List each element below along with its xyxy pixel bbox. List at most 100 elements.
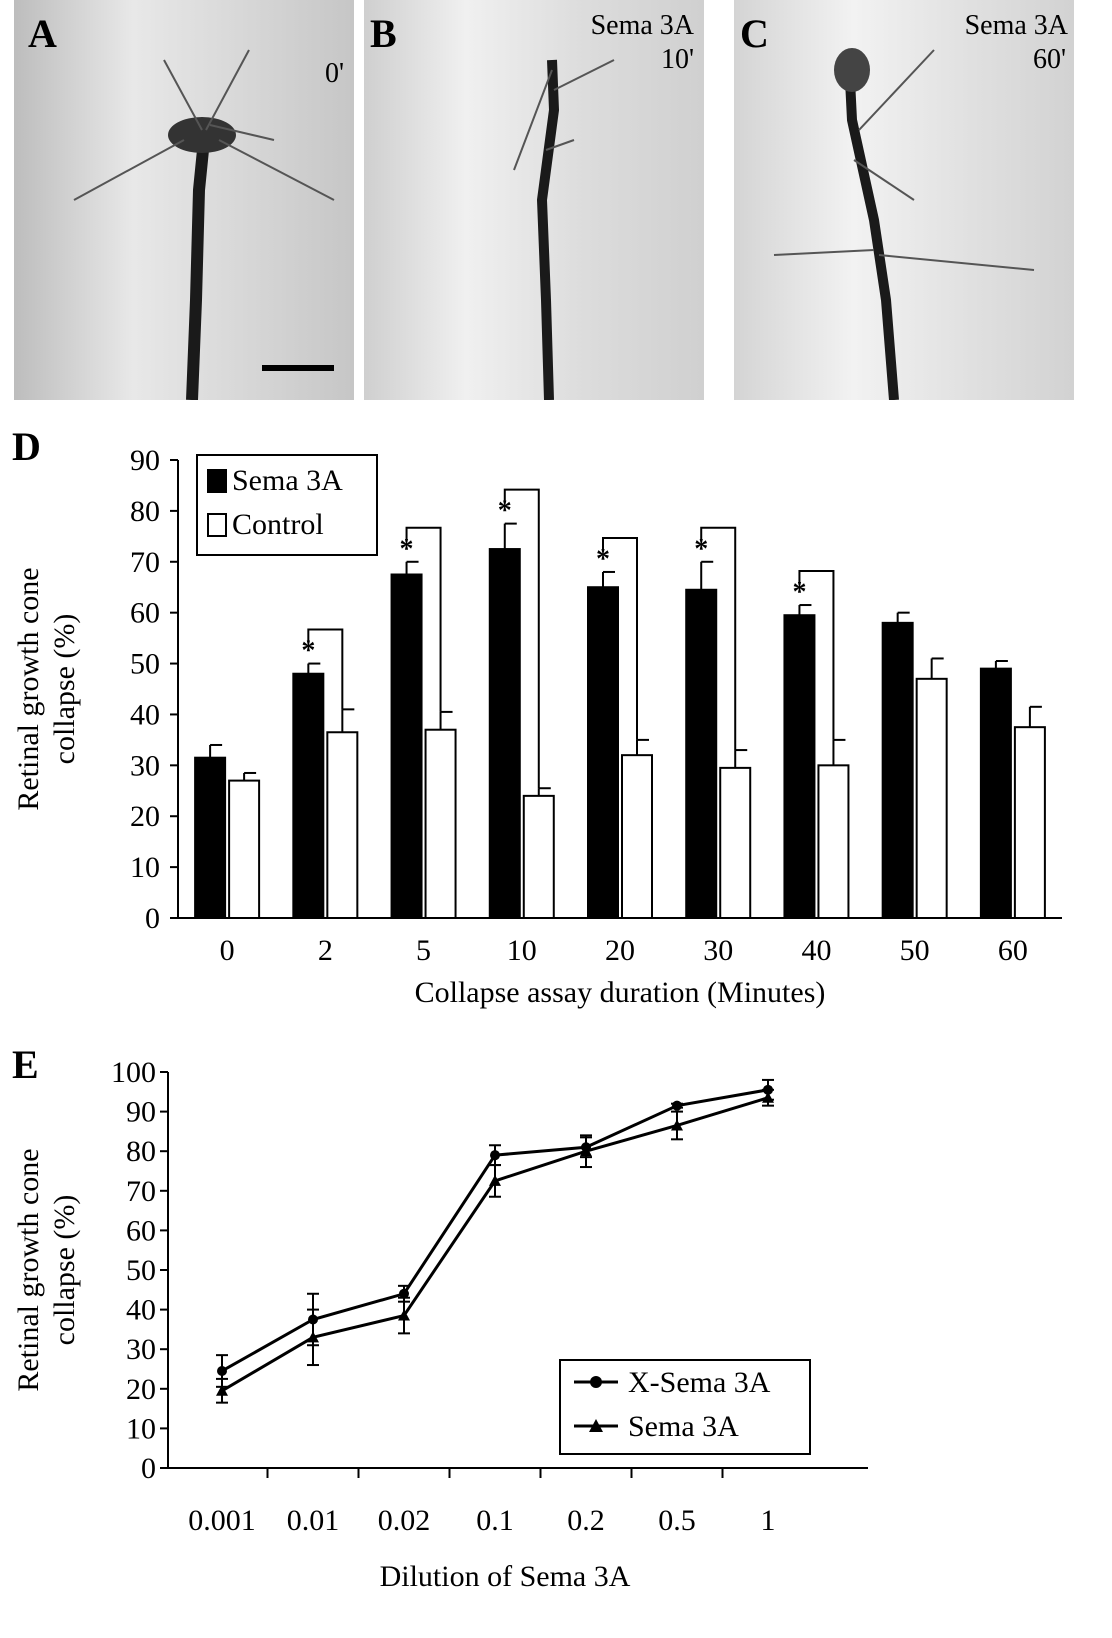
bar-control <box>621 754 653 919</box>
y-tick-label: 90 <box>126 1096 156 1129</box>
legend: Sema 3A Control <box>196 454 378 556</box>
x-tick-label: 60 <box>998 934 1028 967</box>
y-tick-label: 40 <box>126 1294 156 1327</box>
y-tick-label: 60 <box>126 1214 156 1247</box>
x-tick-label: 10 <box>507 934 537 967</box>
significance-bracket <box>700 526 737 751</box>
significance-bracket <box>602 536 638 740</box>
data-point-circle <box>672 1100 682 1111</box>
y-tick-label: 80 <box>126 1135 156 1168</box>
x-axis-label: Collapse assay duration (Minutes) <box>415 976 826 1009</box>
bar-sema-3a <box>587 586 619 919</box>
legend-marker-circle <box>590 1376 602 1388</box>
y-tick-label: 70 <box>130 546 160 579</box>
legend-marker-triangle <box>589 1419 603 1432</box>
panel-letter-e: E <box>12 1050 39 1087</box>
micrograph-panel-c: C Sema 3A 60' <box>734 0 1074 400</box>
data-point-triangle <box>216 1384 228 1396</box>
legend-swatch <box>207 469 227 493</box>
bar-sema-3a <box>390 573 423 919</box>
legend-swatch <box>207 513 227 537</box>
panel-time-c: 60' <box>1032 44 1066 75</box>
x-tick-label: 50 <box>900 934 930 967</box>
panel-letter-c: C <box>740 11 769 56</box>
legend-label: Sema 3A <box>628 1410 739 1443</box>
bar-control <box>719 766 752 919</box>
data-point-triangle <box>762 1091 774 1103</box>
data-point-triangle <box>580 1145 592 1157</box>
x-axis-label: Dilution of Sema 3A <box>380 1560 631 1593</box>
x-tick-label: 0.5 <box>658 1504 696 1537</box>
significance-bracket <box>798 570 835 740</box>
significance-bracket <box>405 526 442 712</box>
bar-sema-3a <box>488 548 521 920</box>
y-tick-label: 80 <box>130 495 160 528</box>
y-tick-label: 20 <box>130 800 160 833</box>
significance-bracket <box>503 488 540 789</box>
data-point-circle <box>217 1365 227 1376</box>
y-tick-label: 70 <box>126 1175 156 1208</box>
x-tick-label: 5 <box>416 934 431 967</box>
data-point-triangle <box>671 1119 683 1131</box>
y-tick-label: 50 <box>130 648 160 681</box>
x-tick-label: 0.2 <box>567 1504 605 1537</box>
significance-star: * <box>596 544 610 575</box>
x-tick-label: 20 <box>605 934 635 967</box>
panel-letter-b: B <box>370 11 397 56</box>
significance-star: * <box>301 636 315 667</box>
data-point-circle <box>490 1150 500 1161</box>
micrograph-image-c <box>734 0 1074 400</box>
y-axis-label-2: collapse (%) <box>48 1195 81 1346</box>
legend-label: Control <box>232 508 324 541</box>
series-line-x-sema-3a <box>221 1088 769 1373</box>
y-tick-label: 60 <box>130 597 160 630</box>
significance-star: * <box>400 534 414 565</box>
x-tick-label: 30 <box>703 934 733 967</box>
series-line-sema-3a <box>221 1096 769 1393</box>
bar-sema-3a <box>783 614 816 919</box>
y-tick-label: 50 <box>126 1254 156 1287</box>
bar-control <box>326 731 359 919</box>
y-tick-label: 30 <box>130 749 160 782</box>
y-axis-label-2: collapse (%) <box>48 614 81 765</box>
data-point-triangle <box>398 1309 410 1321</box>
bar-chart-collapse-time: D 0 10 20 30 40 50 60 70 80 90 * * * * * * 0 2 5 10 20 30 40… <box>12 424 1062 1009</box>
significance-star: * <box>498 496 512 527</box>
x-tick-label: 0.001 <box>188 1504 256 1537</box>
y-tick-label: 30 <box>126 1333 156 1366</box>
x-tick-label: 0.1 <box>476 1504 514 1537</box>
panel-agent-b: Sema 3A <box>590 10 694 41</box>
bar-control <box>817 764 850 920</box>
micrograph-panel-a: A 0' <box>14 0 354 400</box>
y-tick-label: 0 <box>145 902 160 935</box>
legend-label: Sema 3A <box>232 464 343 497</box>
micrograph-image-b <box>364 0 704 400</box>
panel-time-a: 0' <box>324 58 344 89</box>
bar-control <box>915 677 948 920</box>
y-tick-label: 10 <box>126 1412 156 1445</box>
panel-letter-a: A <box>28 11 57 56</box>
legend-label: X-Sema 3A <box>628 1366 771 1399</box>
micrograph-panel-b: B Sema 3A 10' <box>364 0 704 400</box>
significance-star: * <box>792 577 806 608</box>
bar-sema-3a <box>292 672 325 919</box>
y-tick-label: 90 <box>130 444 160 477</box>
panel-agent-c: Sema 3A <box>964 10 1068 41</box>
legend-box <box>559 1359 811 1455</box>
bar-control <box>228 779 261 919</box>
x-tick-label: 1 <box>761 1504 776 1537</box>
x-tick-label: 0 <box>220 934 235 967</box>
bar-sema-3a <box>881 621 914 919</box>
bar-control <box>424 728 457 920</box>
data-point-circle <box>399 1288 409 1299</box>
x-tick-label: 40 <box>801 934 831 967</box>
y-axis-label-1: Retinal growth cone <box>12 567 45 810</box>
legend: X-Sema 3A Sema 3A <box>559 1359 811 1455</box>
micrograph-image-a <box>14 0 354 400</box>
data-point-triangle <box>307 1331 319 1343</box>
line-chart-dilution: E 0 10 20 30 40 50 60 70 80 90 100 0.001 0.01 0.02 0.… <box>12 1050 868 1593</box>
y-axis-label-1: Retinal growth cone <box>12 1148 45 1391</box>
bar-control <box>1013 726 1046 919</box>
x-tick-label: 0.02 <box>378 1504 431 1537</box>
significance-bracket <box>307 628 344 710</box>
